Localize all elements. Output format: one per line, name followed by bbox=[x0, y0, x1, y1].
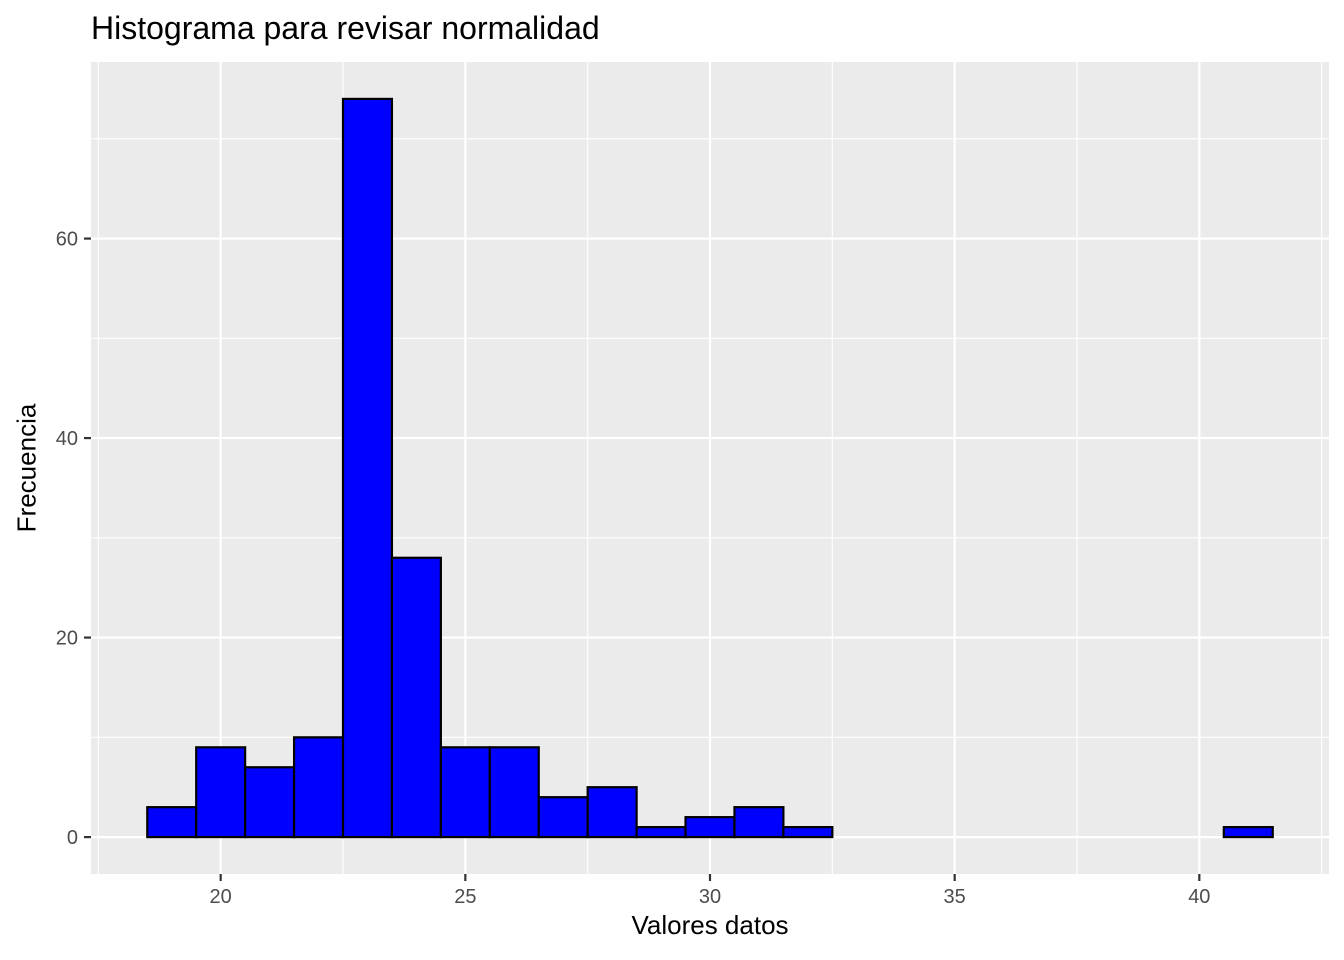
histogram-bar bbox=[244, 766, 296, 839]
x-tick-label: 35 bbox=[944, 886, 966, 908]
histogram-bar bbox=[146, 806, 198, 839]
x-tick-label: 20 bbox=[210, 886, 232, 908]
histogram-bar bbox=[488, 746, 540, 839]
x-axis-label: Valores datos bbox=[631, 910, 789, 940]
histogram-bar bbox=[341, 97, 394, 839]
x-tick-label: 25 bbox=[454, 886, 476, 908]
histogram-bar bbox=[292, 736, 345, 839]
x-tick-label: 40 bbox=[1188, 886, 1210, 908]
histogram-bar bbox=[684, 816, 736, 839]
histogram-bar bbox=[586, 786, 638, 839]
y-tick-label: 40 bbox=[56, 428, 78, 450]
y-tick-label: 60 bbox=[56, 229, 78, 251]
histogram-bar bbox=[195, 746, 247, 839]
histogram-bar bbox=[439, 746, 491, 839]
histogram-bar bbox=[733, 806, 785, 839]
histogram-bars bbox=[146, 97, 1274, 839]
y-tick-label: 20 bbox=[56, 628, 78, 650]
histogram-bar bbox=[390, 556, 442, 839]
histogram-bar bbox=[1222, 826, 1274, 839]
histogram-bar bbox=[537, 796, 589, 839]
y-tick-label: 0 bbox=[67, 827, 78, 849]
histogram-bar bbox=[782, 826, 834, 839]
x-tick-label: 30 bbox=[699, 886, 721, 908]
axes: 20 25 30 35 40 0 20 40 60 bbox=[56, 229, 1211, 908]
histogram-bar bbox=[635, 826, 687, 839]
chart-title: Histograma para revisar normalidad bbox=[91, 10, 600, 46]
